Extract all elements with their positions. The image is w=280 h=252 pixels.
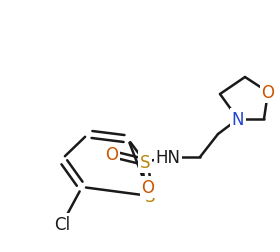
Text: S: S bbox=[145, 187, 155, 205]
Text: HN: HN bbox=[155, 148, 181, 166]
Text: O: O bbox=[106, 145, 118, 163]
Text: S: S bbox=[140, 153, 150, 171]
Text: N: N bbox=[232, 111, 244, 129]
Text: O: O bbox=[262, 84, 274, 102]
Text: Cl: Cl bbox=[54, 215, 70, 233]
Text: O: O bbox=[141, 178, 155, 196]
